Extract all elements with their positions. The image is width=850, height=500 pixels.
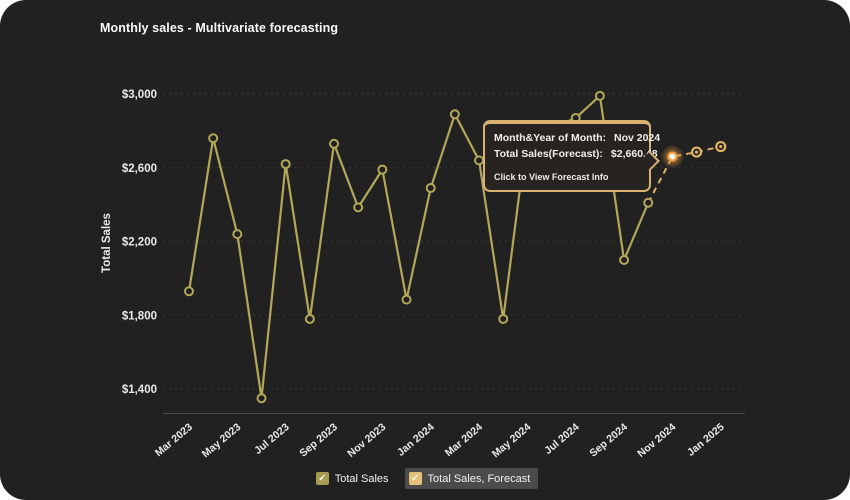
y-tick-label: $1,400 [122,384,157,396]
x-tick-label: Mar 2024 [443,421,485,459]
forecast-point-dec-2024-dot [694,150,699,154]
legend-item-total-sales[interactable]: ✓ Total Sales [312,468,397,489]
data-point-dec-2023[interactable] [401,294,412,305]
data-point-may-2023[interactable] [232,229,243,240]
tooltip-forecast-info-link[interactable]: Click to View Forecast Info [494,171,609,182]
y-axis-title: Total Sales [101,213,113,273]
x-tick-label: Sep 2024 [587,421,630,460]
data-point-oct-2024[interactable] [643,197,654,208]
legend-label-total-sales: Total Sales [334,472,389,485]
data-point-sep-2023[interactable] [329,138,340,149]
legend-label-total-sales-forecast: Total Sales, Forecast [427,472,531,485]
tooltip-sales-label: Total Sales(Forecast): [494,147,603,160]
x-tick-label: May 2023 [200,421,244,460]
data-point-aug-2024[interactable] [594,90,605,101]
y-tick-label: $1,800 [122,310,157,322]
forecast-point-nov-2024[interactable] [669,153,676,160]
data-point-apr-2024[interactable] [498,313,509,324]
x-tick-label: Nov 2024 [635,421,678,460]
data-point-jun-2023[interactable] [256,393,267,404]
forecast-tooltip[interactable]: Month&Year of Month: Nov 2024 Total Sale… [483,120,660,192]
chart-legend: ✓ Total Sales ✓ Total Sales, Forecast [0,468,850,489]
data-point-jan-2024[interactable] [425,183,436,194]
x-tick-label: Mar 2023 [153,421,195,459]
data-point-feb-2024[interactable] [449,109,460,120]
data-point-apr-2023[interactable] [208,133,219,144]
y-tick-label: $3,000 [122,89,157,101]
tooltip-row-sales: Total Sales(Forecast): $2,660.48 [494,147,658,163]
x-tick-label: May 2024 [490,421,534,460]
x-tick-label: Nov 2023 [345,421,388,460]
chart-title: Monthly sales - Multivariate forecasting [100,21,339,35]
tooltip-month-label: Month&Year of Month: [494,132,606,144]
x-tick-label: Sep 2023 [297,421,340,460]
data-point-aug-2023[interactable] [304,313,315,324]
x-tick-label: Jan 2025 [685,421,727,459]
x-tick-label: Jul 2024 [542,421,582,457]
tooltip-month-value: Nov 2024 [613,132,661,144]
data-point-oct-2023[interactable] [353,202,364,213]
legend-item-total-sales-forecast[interactable]: ✓ Total Sales, Forecast [404,468,539,489]
data-point-mar-2023[interactable] [184,286,194,297]
data-point-sep-2024[interactable] [619,254,630,265]
checkbox-checked-icon[interactable]: ✓ [408,472,422,485]
data-point-jul-2023[interactable] [280,159,291,170]
forecast-point-jan-2025-dot [719,144,723,149]
data-point-nov-2023[interactable] [377,164,388,175]
y-tick-label: $2,600 [122,163,157,175]
tooltip-row-month: Month&Year of Month: Nov 2024 [494,131,660,147]
total-sales-forecast-line[interactable] [647,145,721,204]
checkbox-checked-icon[interactable]: ✓ [315,472,329,485]
x-tick-label: Jul 2023 [252,421,292,457]
y-tick-label: $2,200 [122,237,157,249]
data-point-mar-2024[interactable] [474,155,485,166]
x-tick-label: Jan 2024 [395,421,437,459]
